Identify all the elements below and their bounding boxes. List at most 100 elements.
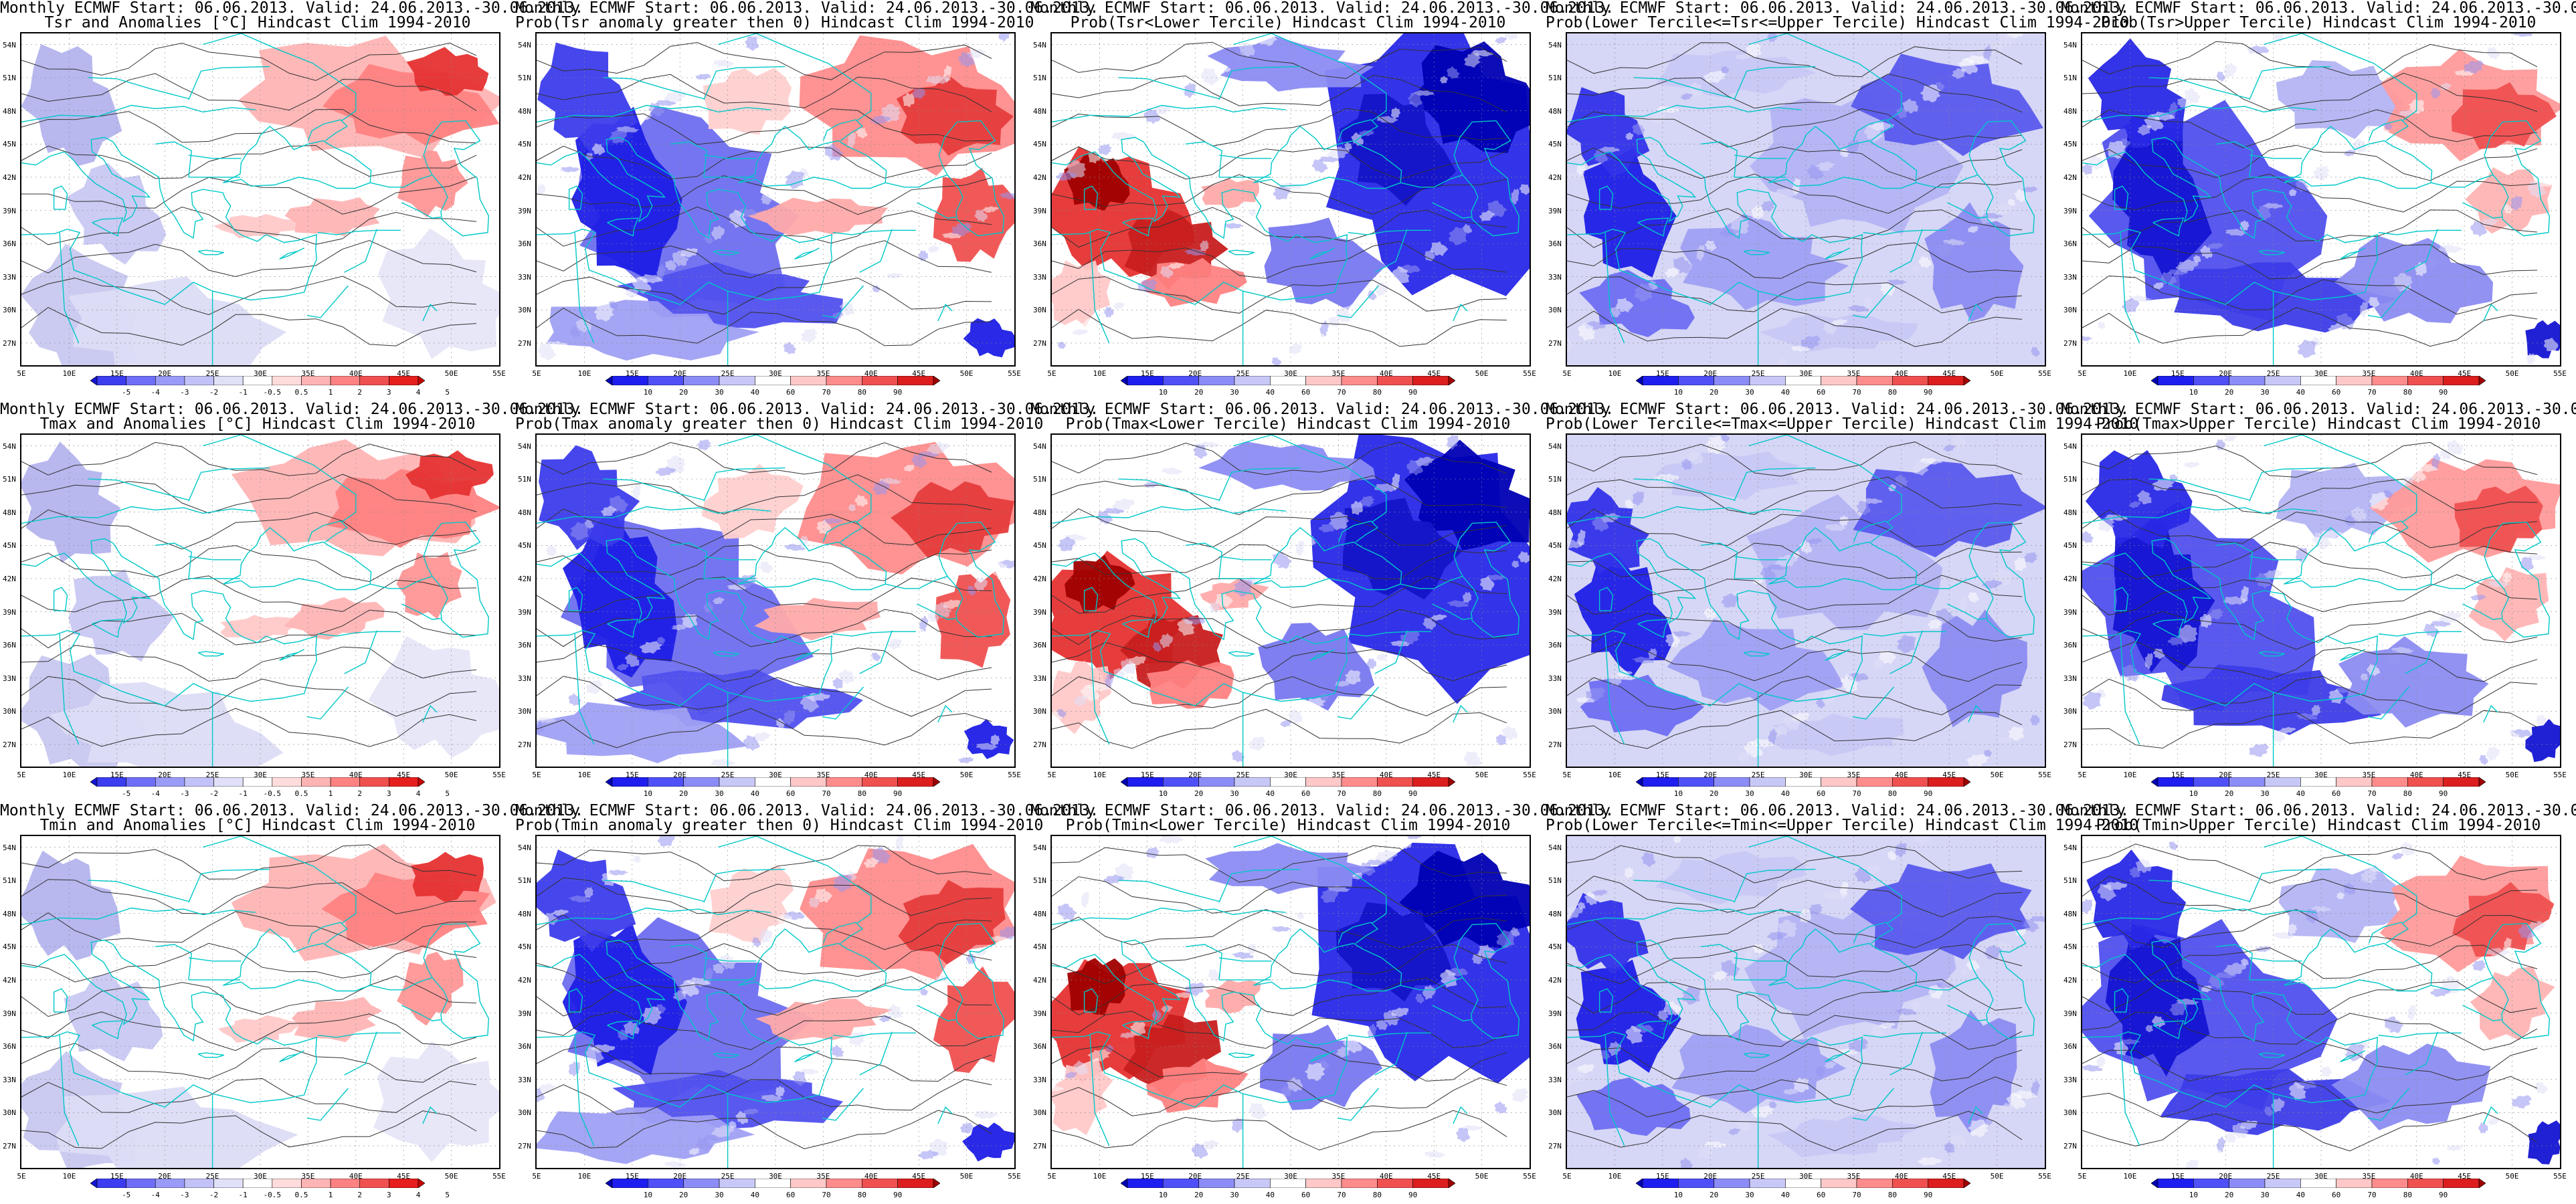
lat-tick-label: 27N (3, 1141, 16, 1150)
lat-tick-label: 45N (3, 140, 16, 149)
colorbar (2151, 777, 2486, 787)
lat-tick-label: 30N (2063, 1108, 2077, 1118)
panel-title: Monthly ECMWF Start: 06.06.2013. Valid: … (0, 401, 584, 418)
colorbar-label: 40 (2296, 789, 2305, 798)
lat-tick-label: 30N (3, 1108, 16, 1118)
colorbar-label: 60 (786, 789, 796, 798)
panel-title: Monthly ECMWF Start: 06.06.2013. Valid: … (1546, 0, 2130, 17)
lat-tick-label: 45N (518, 541, 531, 550)
lat-tick-label: 48N (1548, 909, 1562, 918)
colorbar-label: 60 (1301, 789, 1311, 798)
colorbar (2151, 1179, 2486, 1188)
lat-tick-label: 45N (1548, 140, 1562, 149)
lat-tick-label: 51N (1033, 876, 1046, 886)
lat-tick-label: 48N (518, 909, 531, 918)
lon-tick-label: 5E (1047, 771, 1056, 779)
colorbar-label: 80 (1372, 1191, 1382, 1199)
map-field (2082, 33, 2560, 365)
colorbar-label: 0.5 (294, 388, 308, 397)
lat-tick-label: 48N (1033, 508, 1046, 517)
colorbar-label: 80 (2403, 789, 2412, 798)
lon-tick-label: 5E (1047, 369, 1056, 378)
lon-tick-label: 55E (2038, 1172, 2051, 1181)
lat-tick-label: 30N (1033, 707, 1046, 716)
colorbar-label: 60 (2332, 789, 2341, 798)
lat-tick-label: 48N (1033, 106, 1046, 116)
map-area (2081, 433, 2561, 768)
lat-tick-label: 36N (2063, 641, 2077, 650)
lat-tick-label: 48N (518, 106, 531, 116)
forecast-panel-anom: Monthly ECMWF Start: 06.06.2013. Valid: … (0, 0, 583, 401)
lon-tick-label: 5E (532, 1172, 541, 1181)
colorbar-label: -0.5 (263, 789, 282, 798)
colorbar (90, 1179, 425, 1188)
panel-subtitle: Prob(Tmin>Upper Tercile) Hindcast Clim 1… (2096, 817, 2541, 834)
colorbar-label: 30 (2260, 388, 2270, 397)
lat-tick-label: 36N (3, 641, 16, 650)
lat-tick-label: 30N (3, 306, 16, 315)
colorbar-label: 10 (1158, 1191, 1168, 1199)
lat-tick-label: 39N (2063, 607, 2077, 617)
map-field (2082, 435, 2560, 767)
lat-tick-label: 30N (1548, 707, 1562, 716)
colorbar-label: 20 (1194, 1191, 1204, 1199)
colorbar-label: 70 (822, 388, 831, 397)
lat-tick-label: 33N (1033, 1075, 1046, 1084)
colorbar-label: 10 (1158, 388, 1168, 397)
lat-tick-label: 42N (1033, 574, 1046, 583)
map-field (2082, 836, 2560, 1168)
panel-title: Monthly ECMWF Start: 06.06.2013. Valid: … (1030, 802, 1615, 819)
map-field (1567, 33, 2045, 365)
map-area (1566, 835, 2046, 1169)
lat-tick-label: 54N (518, 40, 531, 49)
map-area (2081, 32, 2561, 367)
lon-tick-label: 55E (1008, 369, 1021, 378)
colorbar-label: 90 (1408, 1191, 1418, 1199)
lat-tick-label: 54N (2063, 843, 2077, 852)
lon-tick-label: 10E (2123, 771, 2137, 779)
colorbar-label: 60 (1301, 388, 1311, 397)
colorbar-label: 90 (1924, 388, 1933, 397)
lon-tick-label: 10E (577, 771, 591, 779)
lat-tick-label: 33N (1033, 674, 1046, 683)
lat-tick-label: 33N (3, 674, 16, 683)
forecast-panel-cold: Monthly ECMWF Start: 06.06.2013. Valid: … (1030, 0, 1614, 401)
lat-tick-label: 42N (2063, 975, 2077, 985)
lat-tick-label: 42N (1548, 975, 1562, 985)
colorbar-label: -5 (122, 388, 131, 397)
lat-tick-label: 42N (3, 574, 16, 583)
colorbar-label: 1 (328, 789, 333, 798)
lat-tick-label: 51N (1548, 876, 1562, 886)
lat-tick-label: 45N (3, 942, 16, 952)
colorbar (2151, 376, 2486, 385)
lon-tick-label: 5E (1047, 1172, 1056, 1181)
colorbar-label: -0.5 (263, 1191, 282, 1199)
panel-subtitle: Prob(Tmin anomaly greater then 0) Hindca… (515, 817, 1044, 834)
colorbar-label: 20 (1710, 789, 1719, 798)
lat-tick-label: 27N (1033, 1141, 1046, 1150)
lat-tick-label: 39N (1548, 206, 1562, 215)
lon-tick-label: 50E (2505, 1172, 2519, 1181)
lat-tick-label: 39N (3, 206, 16, 215)
lat-tick-label: 30N (2063, 707, 2077, 716)
colorbar-label: 10 (1673, 1191, 1683, 1199)
lat-tick-label: 33N (3, 272, 16, 282)
lat-tick-label: 51N (3, 475, 16, 484)
colorbar-label: 20 (1194, 789, 1204, 798)
lon-tick-label: 55E (1523, 1172, 1536, 1181)
forecast-panel-upper: Monthly ECMWF Start: 06.06.2013. Valid: … (2061, 401, 2576, 803)
lon-tick-label: 55E (492, 369, 506, 378)
lat-tick-label: 27N (1033, 740, 1046, 749)
lon-tick-label: 50E (1990, 771, 2004, 779)
panel-subtitle: Prob(Tsr anomaly greater then 0) Hindcas… (515, 14, 1034, 31)
colorbar-label: 20 (2225, 1191, 2234, 1199)
lon-tick-label: 5E (2078, 771, 2087, 779)
lon-tick-label: 55E (1523, 369, 1536, 378)
colorbar-label: 30 (715, 1191, 724, 1199)
map-field (1567, 435, 2045, 767)
colorbar-label: -0.5 (263, 388, 282, 397)
lat-tick-label: 42N (3, 975, 16, 985)
colorbar-label: 2 (357, 388, 363, 397)
colorbar-label: 40 (750, 388, 759, 397)
lat-tick-label: 36N (3, 1042, 16, 1051)
